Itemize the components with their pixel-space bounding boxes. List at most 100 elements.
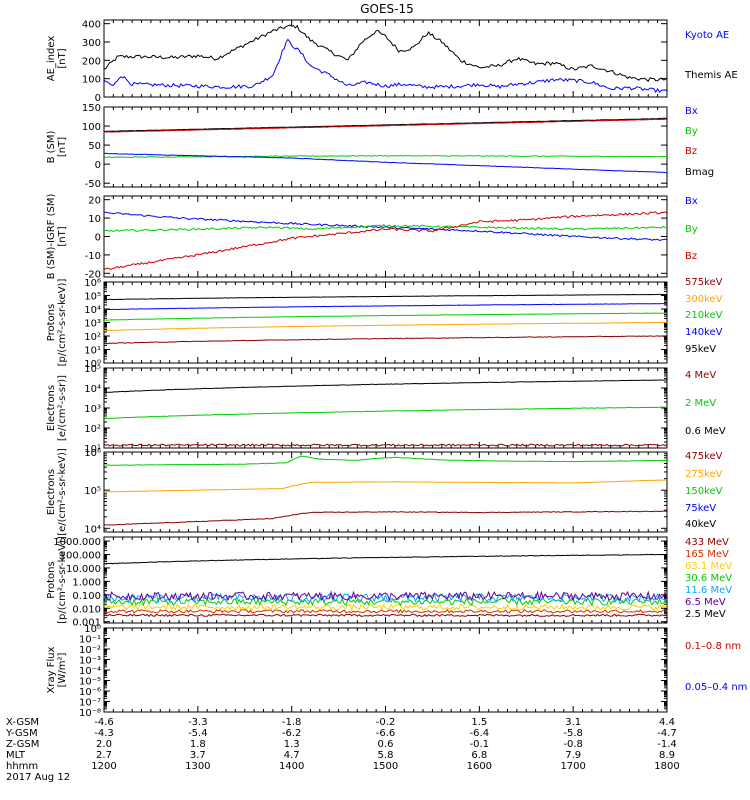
y-tick-label: 10⁻⁸ bbox=[79, 708, 101, 719]
ephemeris-value: -0.2 bbox=[376, 717, 396, 728]
y-tick-label: 10 bbox=[88, 214, 101, 225]
y-axis-label: Electrons bbox=[46, 469, 57, 515]
legend-6-5-mev: 6.5 MeV bbox=[685, 597, 726, 608]
ephemeris-value: 1700 bbox=[560, 761, 585, 772]
y-tick-label: 100.000 bbox=[60, 550, 101, 561]
legend-0-05-0-4-nm: 0.05–0.4 nm bbox=[685, 682, 747, 693]
ephemeris-value: 0.6 bbox=[378, 739, 394, 750]
panel-1: 0 100 200 300 400 AE_index [nT] Kyoto AE Themis … bbox=[46, 19, 738, 104]
legend-140kev: 140keV bbox=[685, 327, 723, 338]
y-tick-label: 10⁻³ bbox=[79, 656, 101, 667]
series-line-by bbox=[103, 154, 668, 159]
y-tick-label: 10⁶ bbox=[84, 448, 101, 459]
orbit-ephemeris-footer: X-GSM -4.6 -3.3 -1.8 -0.2 1.5 3.1 4.4 Y-GSM -4.3 -… bbox=[5, 717, 680, 783]
legend-4-mev: 4 MeV bbox=[685, 370, 716, 381]
y-tick-label: 0 bbox=[95, 233, 101, 244]
y-tick-label: 10⁴ bbox=[84, 384, 101, 395]
ephemeris-value: 1.3 bbox=[284, 739, 300, 750]
legend-40kev: 40keV bbox=[685, 519, 716, 530]
y-axis-label: [e/(cm²-s-sr)] bbox=[57, 375, 68, 441]
panel-7: 0.001 0.010 0.100 1.000 10.000 100.000 1000.00… bbox=[46, 536, 732, 629]
ephemeris-row-label: MLT bbox=[6, 750, 26, 761]
y-tick-label: 0.001 bbox=[72, 618, 101, 629]
y-tick-label: 10⁻¹ bbox=[79, 635, 101, 646]
y-tick-label: 10² bbox=[84, 332, 101, 343]
legend-210kev: 210keV bbox=[685, 310, 723, 321]
ephemeris-value: 1200 bbox=[91, 761, 116, 772]
y-tick-label: 10⁵ bbox=[84, 364, 101, 375]
y-axis-label: B (SM) bbox=[46, 130, 57, 163]
ephemeris-value: -5.4 bbox=[188, 728, 208, 739]
legend-433-mev: 433 MeV bbox=[685, 537, 729, 548]
y-tick-label: -10 bbox=[85, 251, 101, 262]
series-line-275kev bbox=[103, 479, 668, 493]
y-axis-label: Protons bbox=[46, 561, 57, 598]
panel-frame bbox=[103, 281, 668, 364]
ephemeris-value: 7.9 bbox=[565, 750, 581, 761]
series-line-210kev bbox=[103, 312, 668, 321]
legend-bmag: Bmag bbox=[685, 167, 714, 178]
panel-4: 10⁰ 10¹ 10² 10³ 10⁴ 10⁵ 10⁶ Protons [p/(cm²-s-sr… bbox=[46, 277, 723, 370]
series-line-11-6-mev bbox=[103, 592, 668, 604]
ephemeris-value: -3.3 bbox=[188, 717, 208, 728]
y-tick-label: 200 bbox=[82, 56, 101, 67]
y-tick-label: 10⁻² bbox=[79, 645, 101, 656]
series-line-kyoto-ae bbox=[103, 38, 668, 94]
ephemeris-value: -4.3 bbox=[94, 728, 114, 739]
y-tick-label: 100 bbox=[82, 75, 101, 86]
legend-by: By bbox=[685, 224, 698, 235]
y-tick-label: 100 bbox=[82, 122, 101, 133]
series-line-bz bbox=[104, 118, 668, 133]
panel-6: 10⁴ 10⁵ 10⁶ Electrons [e/(cm²-s-sr-keV)] 475k… bbox=[46, 448, 723, 536]
y-tick-label: 150 bbox=[82, 103, 101, 114]
y-tick-label: 10⁴ bbox=[84, 524, 101, 535]
panel-5: 10¹ 10² 10³ 10⁴ 10⁵ Electrons [e/(cm²-s-sr)] 4 … bbox=[46, 364, 726, 455]
series-line-2-mev bbox=[103, 406, 668, 419]
ephemeris-value: 1.5 bbox=[471, 717, 487, 728]
ephemeris-value: -4.6 bbox=[94, 717, 114, 728]
series-line-themis-ae bbox=[103, 24, 668, 83]
ephemeris-value: 4.4 bbox=[659, 717, 675, 728]
series-line-165-mev bbox=[103, 608, 668, 614]
panel-3: -20 -10 0 10 20 B (SM)-IGRF (SM) [nT] Bx By Bz bbox=[46, 194, 698, 281]
y-axis-label: Electrons bbox=[46, 385, 57, 431]
series-line-4-mev bbox=[103, 443, 668, 447]
legend-bx: Bx bbox=[685, 106, 698, 117]
y-tick-label: 10⁴ bbox=[84, 305, 101, 316]
ephemeris-value: 3.1 bbox=[565, 717, 581, 728]
ephemeris-value: -0.8 bbox=[563, 739, 583, 750]
series-line-475kev bbox=[103, 510, 668, 526]
y-tick-label: 10⁻⁶ bbox=[79, 687, 101, 698]
legend-575kev: 575keV bbox=[685, 277, 723, 288]
y-tick-label: 10⁰ bbox=[84, 359, 101, 370]
legend-275kev: 275keV bbox=[685, 469, 723, 480]
ephemeris-value: -6.2 bbox=[282, 728, 302, 739]
ephemeris-value: 1600 bbox=[467, 761, 492, 772]
y-tick-label: 10⁶ bbox=[84, 278, 101, 289]
series-line-150kev bbox=[103, 455, 668, 466]
y-axis-label: B (SM)-IGRF (SM) bbox=[46, 194, 57, 280]
ephemeris-value: -1.8 bbox=[282, 717, 302, 728]
ephemeris-row-label: X-GSM bbox=[6, 717, 39, 728]
series-line-300kev bbox=[104, 321, 668, 332]
y-tick-label: 10⁻⁴ bbox=[79, 666, 101, 677]
y-tick-label: 400 bbox=[82, 20, 101, 31]
ephemeris-value: 1300 bbox=[185, 761, 210, 772]
legend-95kev: 95keV bbox=[685, 344, 716, 355]
y-tick-label: 10¹ bbox=[84, 346, 101, 357]
series-line-575kev bbox=[103, 335, 668, 345]
legend-kyoto-ae: Kyoto AE bbox=[685, 30, 729, 41]
ephemeris-value: -6.6 bbox=[376, 728, 396, 739]
y-axis-label: [W/m²] bbox=[57, 652, 68, 687]
y-tick-label: 10⁻⁵ bbox=[79, 677, 101, 688]
ephemeris-value: -4.7 bbox=[657, 728, 677, 739]
y-axis-label: Xray Flux bbox=[46, 646, 57, 693]
legend-30-6-mev: 30.6 MeV bbox=[685, 573, 732, 584]
y-tick-label: 50 bbox=[88, 141, 101, 152]
series-line-0-6-mev bbox=[103, 379, 668, 394]
ephemeris-value: 1400 bbox=[279, 761, 304, 772]
legend-bz: Bz bbox=[685, 146, 697, 157]
ephemeris-value: -0.1 bbox=[470, 739, 490, 750]
